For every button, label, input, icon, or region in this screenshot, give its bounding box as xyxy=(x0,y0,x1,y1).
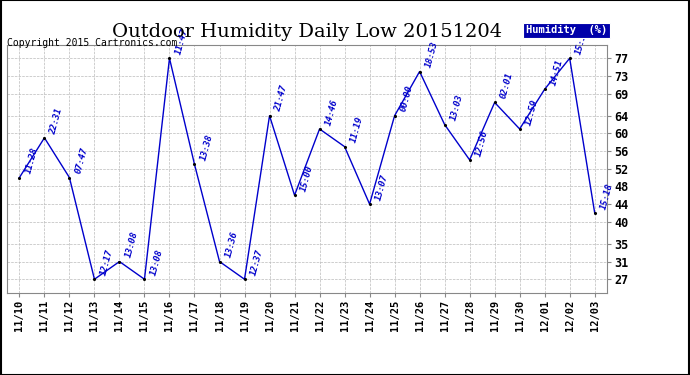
Point xyxy=(139,276,150,282)
Text: 00:00: 00:00 xyxy=(399,85,415,113)
Text: 12:37: 12:37 xyxy=(248,248,264,276)
Text: 02:01: 02:01 xyxy=(499,71,515,100)
Point xyxy=(389,113,400,119)
Text: 11:28: 11:28 xyxy=(23,147,39,175)
Text: Copyright 2015 Cartronics.com: Copyright 2015 Cartronics.com xyxy=(7,38,177,48)
Point xyxy=(589,210,600,216)
Text: 12:17: 12:17 xyxy=(99,248,115,276)
Point xyxy=(514,126,525,132)
Point xyxy=(464,157,475,163)
Point xyxy=(164,55,175,61)
Point xyxy=(64,175,75,181)
Point xyxy=(314,126,325,132)
Text: 18:53: 18:53 xyxy=(424,40,440,69)
Point xyxy=(364,201,375,207)
Text: 07:47: 07:47 xyxy=(74,147,89,175)
Text: 13:36: 13:36 xyxy=(224,231,239,259)
Text: 15:18: 15:18 xyxy=(599,182,615,210)
Point xyxy=(414,69,425,75)
Text: 14:51: 14:51 xyxy=(549,58,564,86)
Text: 13:08: 13:08 xyxy=(148,248,164,276)
Text: 15:00: 15:00 xyxy=(299,164,315,192)
Point xyxy=(14,175,25,181)
Point xyxy=(264,113,275,119)
Text: 13:03: 13:03 xyxy=(448,93,464,122)
Title: Outdoor Humidity Daily Low 20151204: Outdoor Humidity Daily Low 20151204 xyxy=(112,22,502,40)
Text: 14:46: 14:46 xyxy=(324,98,339,126)
Text: 12:56: 12:56 xyxy=(474,129,489,157)
Text: 11:19: 11:19 xyxy=(348,116,364,144)
Point xyxy=(114,259,125,265)
Text: 22:31: 22:31 xyxy=(48,107,64,135)
Point xyxy=(564,55,575,61)
Text: 12:59: 12:59 xyxy=(524,98,540,126)
Point xyxy=(39,135,50,141)
Point xyxy=(189,161,200,167)
Text: 13:38: 13:38 xyxy=(199,133,215,162)
Text: 11:47: 11:47 xyxy=(174,27,189,56)
Point xyxy=(539,86,550,92)
Point xyxy=(214,259,225,265)
Point xyxy=(89,276,100,282)
Text: 21:47: 21:47 xyxy=(274,85,289,113)
Text: 15:18: 15:18 xyxy=(574,27,589,56)
Point xyxy=(439,122,450,128)
Point xyxy=(289,192,300,198)
Point xyxy=(239,276,250,282)
Text: Humidity  (%): Humidity (%) xyxy=(526,25,607,35)
Point xyxy=(339,144,350,150)
Text: 13:07: 13:07 xyxy=(374,173,389,201)
Point xyxy=(489,99,500,105)
Text: 13:08: 13:08 xyxy=(124,231,139,259)
